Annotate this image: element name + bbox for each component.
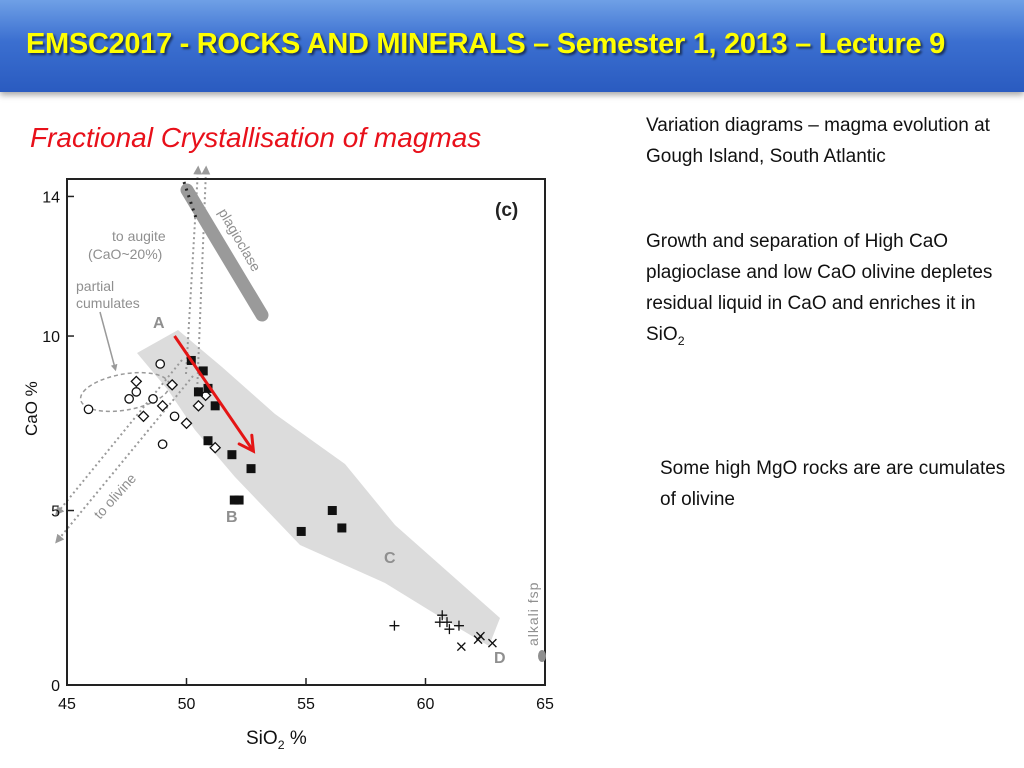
data-point-open-diamond [192,399,205,412]
fractionation-trend-arrow [173,335,256,454]
x-axis-label-main: SiO [246,728,278,749]
data-point-open-circle [148,393,158,404]
note-growth-subscript: 2 [677,333,685,348]
data-point-open-circle [155,359,166,369]
data-point-open-diamond [130,375,143,388]
olivine-dotted-line-2 [55,375,194,544]
x-tick-label-55: 55 [297,696,315,713]
trend-arrow-shaft [173,335,255,453]
annotation-c: C [384,550,396,567]
compositional-field [137,330,500,646]
annotation-to-olivine: to olivine [90,470,139,522]
annotation-a: A [153,315,165,332]
annotation-d: D [494,650,506,667]
data-points [83,355,497,652]
data-point-open-diamond [166,378,179,391]
augite-dotted-line-1 [185,165,203,375]
axis-ticks: 45 50 55 60 65 0 5 10 14 [42,189,554,713]
note-variation-diagrams: Variation diagrams – magma evolution at … [646,115,990,167]
data-point-cross [456,642,466,652]
x-tick-label-45: 45 [58,696,76,713]
title-bar: EMSC2017 - ROCKS AND MINERALS – Semester… [0,0,1024,92]
panel-label: (c) [495,200,518,221]
x-tick-label-60: 60 [417,696,435,713]
plagioclase-trend-band [180,183,269,322]
variation-diagram-chart: 45 50 55 60 65 0 5 10 14 (c) A B C D to augite (… [22,165,554,713]
data-point-filled-square [337,523,347,533]
x-tick-label-50: 50 [178,696,196,713]
data-point-open-diamond [209,441,222,454]
data-point-filled-square [234,495,244,505]
trend-arrow-head [237,433,256,454]
data-point-filled-square [203,436,213,446]
data-point-cross [487,638,497,648]
data-point-plus [389,620,400,631]
data-point-open-diamond [156,399,169,412]
data-point-open-circle [131,387,142,397]
annotation-cumulates: cumulates [76,295,140,311]
x-axis-label-subscript: 2 [277,737,285,752]
annotation-partial: partial [76,278,114,294]
data-point-filled-square [296,526,306,536]
data-point-filled-square [193,387,203,397]
data-point-filled-square [227,450,237,460]
y-axis-label: CaO % [22,381,41,436]
y-tick-label-0: 0 [51,678,60,695]
y-tick-label-5: 5 [51,504,60,521]
note-growth-text: Growth and separation of High CaO plagio… [646,231,993,345]
annotation-b: B [226,509,238,526]
data-point-open-diamond [180,417,193,430]
x-axis-label: SiO2 % [246,728,307,752]
annotation-alkali-fsp: alkali fsp [525,582,541,646]
data-point-open-circle [157,439,168,450]
data-point-cross [476,631,485,641]
data-point-filled-square [198,366,208,376]
augite-dotted-line-2 [196,165,211,395]
slide-subtitle: Fractional Crystallisation of magmas [30,122,482,153]
data-point-plus [442,617,453,628]
y-tick-label-14: 14 [42,189,60,206]
x-axis-label-unit: % [284,728,307,749]
alkali-fsp-marker [538,650,546,662]
note-growth-separation: Growth and separation of High CaO plagio… [646,226,1006,350]
data-point-filled-square [203,383,213,393]
annotation-augite-cao: (CaO~20%) [88,246,162,262]
annotation-augite: to augite [112,228,166,244]
data-point-plus [437,610,448,621]
data-point-plus [453,620,464,631]
x-tick-label-65: 65 [536,696,554,713]
data-point-plus [444,624,455,635]
note-cumulates: Some high MgO rocks are are cumulates of… [660,458,1006,510]
data-point-filled-square [246,464,256,474]
y-tick-label-10: 10 [42,329,60,346]
data-point-open-circle [169,411,180,422]
partial-cumulates-pointer [99,311,118,372]
data-point-filled-square [327,506,337,516]
data-point-open-circle [124,393,134,404]
slide-title: EMSC2017 - ROCKS AND MINERALS – Semester… [26,28,945,60]
data-point-open-diamond [137,410,150,423]
data-point-filled-square [229,495,239,505]
data-point-filled-square [210,401,220,411]
data-point-open-circle [83,404,94,415]
